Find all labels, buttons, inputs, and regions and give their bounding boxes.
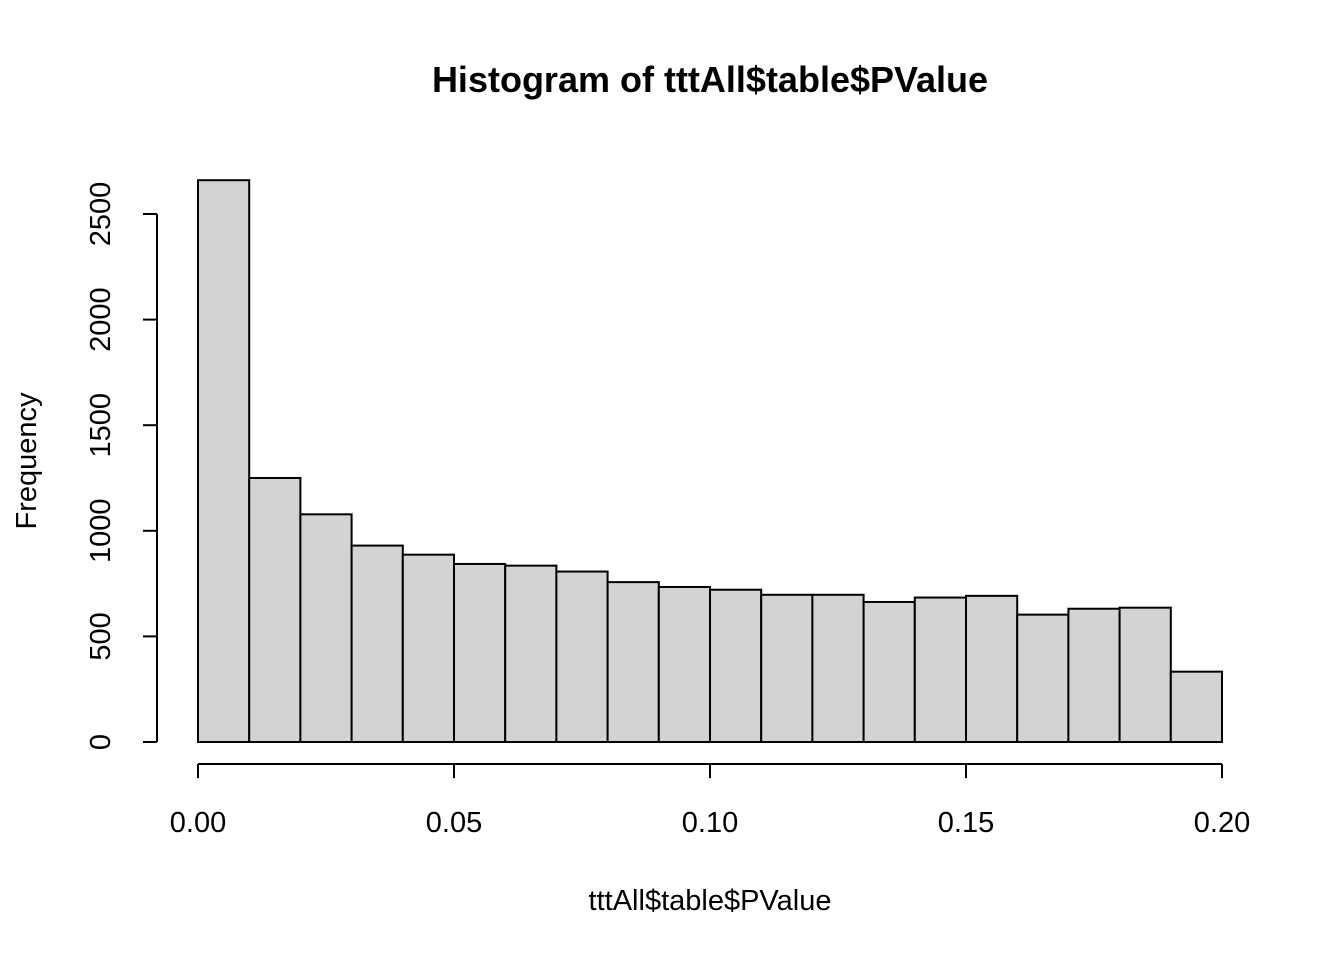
chart-title: Histogram of tttAll$table$PValue bbox=[432, 59, 988, 100]
histogram-bar bbox=[1169, 670, 1224, 744]
histogram-bar bbox=[1016, 613, 1070, 744]
y-tick-label: 1500 bbox=[85, 393, 117, 458]
histogram-bar bbox=[862, 600, 916, 744]
histogram-bar bbox=[401, 553, 455, 743]
histogram-bar bbox=[1067, 607, 1121, 743]
histogram-bar bbox=[1118, 606, 1172, 744]
y-tick-label: 0 bbox=[85, 734, 117, 750]
x-tick-label: 0.00 bbox=[170, 807, 226, 839]
histogram-bar bbox=[811, 593, 865, 743]
histogram-bar bbox=[657, 585, 711, 743]
x-tick-label: 0.20 bbox=[1194, 807, 1250, 839]
x-tick-label: 0.05 bbox=[426, 807, 482, 839]
y-tick-label: 1000 bbox=[85, 499, 117, 564]
histogram-bar bbox=[299, 513, 353, 744]
x-axis-label: tttAll$table$PValue bbox=[589, 885, 832, 917]
x-tick-label: 0.15 bbox=[938, 807, 994, 839]
histogram-bar bbox=[606, 581, 660, 743]
y-axis-label: Frequency bbox=[11, 392, 43, 530]
bars-group bbox=[197, 179, 1224, 744]
y-tick-label: 500 bbox=[85, 612, 117, 660]
y-tick-label: 2000 bbox=[85, 287, 117, 352]
histogram-bar bbox=[248, 477, 302, 743]
histogram-bar bbox=[555, 570, 609, 743]
histogram-bar bbox=[913, 596, 967, 743]
histogram-bar bbox=[760, 593, 814, 743]
histogram-bar bbox=[197, 179, 251, 743]
y-axis: 0 500 1000 1500 2000 2500 bbox=[85, 182, 158, 750]
y-tick-label: 2500 bbox=[85, 182, 117, 247]
histogram-bar bbox=[965, 594, 1019, 744]
histogram-bar bbox=[453, 562, 507, 743]
x-axis: 0.00 0.05 0.10 0.15 0.20 bbox=[170, 763, 1250, 839]
histogram-bar bbox=[504, 564, 558, 744]
histogram-bar bbox=[709, 588, 763, 743]
histogram-bar bbox=[350, 544, 404, 743]
x-tick-label: 0.10 bbox=[682, 807, 738, 839]
